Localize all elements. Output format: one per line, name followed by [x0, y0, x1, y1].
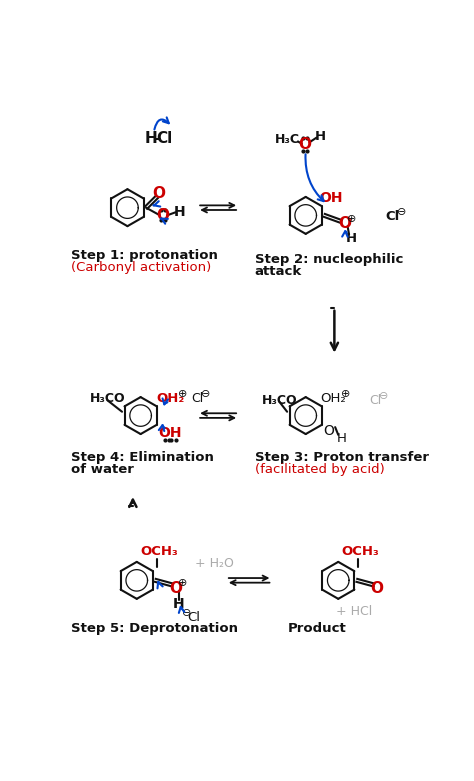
Text: (facilitated by acid): (facilitated by acid) [255, 463, 384, 476]
Text: O: O [338, 216, 351, 231]
Text: O: O [371, 580, 383, 596]
Text: + H₂O: + H₂O [195, 557, 234, 570]
Text: ⊕: ⊕ [347, 214, 356, 224]
Text: OH₂: OH₂ [321, 392, 346, 405]
Text: OH: OH [158, 426, 182, 440]
Text: H₃CO: H₃CO [90, 392, 126, 405]
Text: O: O [156, 208, 169, 223]
Text: O: O [324, 424, 334, 438]
Text: H: H [173, 205, 185, 219]
Text: OH₂: OH₂ [156, 392, 184, 405]
Text: ⊕: ⊕ [178, 579, 187, 588]
Text: ⊖: ⊖ [182, 608, 191, 618]
Text: ⊖: ⊖ [397, 207, 407, 217]
Text: Step 2: nucleophilic: Step 2: nucleophilic [255, 253, 403, 266]
Text: (Carbonyl activation): (Carbonyl activation) [71, 261, 211, 274]
Text: OH: OH [319, 191, 342, 205]
Text: H: H [346, 232, 357, 245]
Text: –: – [153, 131, 161, 146]
Text: H: H [337, 432, 346, 445]
Text: H: H [315, 130, 326, 143]
Text: H₃CO: H₃CO [262, 394, 298, 407]
Text: H: H [173, 597, 184, 612]
Text: of water: of water [71, 463, 134, 476]
Text: OCH₃: OCH₃ [140, 544, 178, 558]
Text: Cl: Cl [385, 210, 400, 223]
Text: Cl: Cl [369, 394, 382, 407]
Text: ⊕: ⊕ [178, 389, 187, 399]
Text: H₃C: H₃C [274, 133, 300, 145]
Text: + HCl: + HCl [336, 604, 372, 618]
Text: H: H [144, 131, 157, 146]
Text: OCH₃: OCH₃ [342, 544, 380, 558]
Text: Step 1: protonation: Step 1: protonation [71, 249, 218, 262]
Text: O: O [299, 137, 311, 152]
Text: Cl: Cl [187, 611, 200, 624]
Text: Step 4: Elimination: Step 4: Elimination [71, 451, 214, 464]
Text: Step 3: Proton transfer: Step 3: Proton transfer [255, 451, 428, 464]
Text: ⊖: ⊖ [379, 390, 389, 401]
Text: Step 5: Deprotonation: Step 5: Deprotonation [71, 622, 238, 635]
Text: O: O [169, 580, 182, 596]
Text: O: O [153, 186, 166, 201]
Text: attack: attack [255, 265, 302, 278]
Text: Product: Product [288, 622, 346, 635]
Text: Cl: Cl [191, 392, 203, 405]
Text: ⊖: ⊖ [201, 389, 210, 399]
Text: Cl: Cl [156, 131, 173, 146]
Text: ⊕: ⊕ [341, 389, 351, 399]
